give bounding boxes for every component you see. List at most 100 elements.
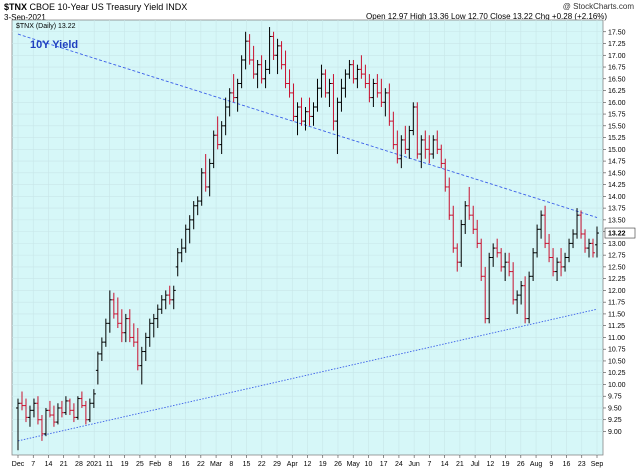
ohlc-bar bbox=[367, 74, 372, 103]
ohlc-bar bbox=[183, 224, 188, 253]
y-tick-label: 14.25 bbox=[608, 182, 626, 189]
ohlc-bar bbox=[119, 309, 124, 343]
ohlc-bar bbox=[335, 97, 340, 155]
inner-series-label: $TNX (Daily) 13.22 bbox=[16, 23, 76, 30]
ohlc-bar bbox=[483, 266, 488, 324]
grid-lines bbox=[12, 20, 603, 455]
ohlc-bar bbox=[439, 144, 444, 169]
ohlc-bar bbox=[395, 130, 400, 164]
x-tick-label: Mar bbox=[210, 461, 223, 468]
ohlc-bar bbox=[591, 238, 596, 258]
ohlc-bar bbox=[583, 229, 588, 253]
ohlc-bar bbox=[543, 205, 548, 249]
ohlc-bar bbox=[327, 78, 332, 107]
ohlc-bar bbox=[171, 285, 176, 310]
ohlc-bar bbox=[587, 238, 592, 258]
ohlc-bar bbox=[143, 332, 148, 361]
ohlc-bar bbox=[83, 400, 88, 425]
ohlc-bar bbox=[51, 405, 56, 427]
x-tick-label: 7 bbox=[427, 461, 431, 468]
ohlc-bar bbox=[415, 102, 420, 159]
ohlc-bar bbox=[539, 210, 544, 239]
trendline-dashed bbox=[17, 33, 598, 218]
ohlc-bar bbox=[359, 55, 364, 79]
ohlc-bar bbox=[147, 318, 152, 347]
ohlc-bar bbox=[175, 248, 180, 277]
x-tick-label: Aug bbox=[530, 461, 543, 468]
ohlc-bar bbox=[563, 252, 568, 272]
ohlc-bar bbox=[111, 292, 116, 319]
ohlc-bar bbox=[499, 248, 504, 272]
ohlc-bar bbox=[419, 135, 424, 169]
ohlc-bar bbox=[247, 34, 252, 65]
ohlc-bar bbox=[567, 238, 572, 263]
ohlc-bar bbox=[403, 125, 408, 155]
ohlc-bar bbox=[99, 337, 104, 361]
last-value-label: 13.22 bbox=[608, 231, 626, 238]
ohlc-bar bbox=[447, 177, 452, 220]
ohlc-bar bbox=[475, 219, 480, 249]
y-tick-label: 11.75 bbox=[608, 300, 625, 307]
ohlc-bar bbox=[203, 154, 208, 192]
x-tick-label: 8 bbox=[168, 461, 172, 468]
y-tick-label: 15.25 bbox=[608, 135, 626, 142]
x-tick-label: 2021 bbox=[86, 461, 102, 468]
x-tick-label: 9 bbox=[549, 461, 553, 468]
ohlc-bar bbox=[239, 55, 244, 89]
ohlc-bar bbox=[443, 158, 448, 192]
ohlc-bar bbox=[19, 391, 24, 411]
ohlc-bar bbox=[195, 196, 200, 216]
x-tick-label: 11 bbox=[106, 461, 113, 468]
x-tick-label: 15 bbox=[243, 461, 251, 468]
y-tick-label: 10.50 bbox=[608, 358, 626, 365]
ohlc-bar bbox=[47, 400, 52, 418]
y-tick-label: 9.25 bbox=[608, 417, 622, 424]
ohlc-bar bbox=[279, 41, 284, 70]
ohlc-bar bbox=[187, 215, 192, 244]
ohlc-bar bbox=[579, 210, 584, 239]
ohlc-bar bbox=[23, 398, 28, 423]
ohlc-bar bbox=[16, 398, 20, 451]
x-tick-label: 21 bbox=[456, 461, 464, 468]
ohlc-bar bbox=[235, 78, 240, 112]
ohlc-bar bbox=[339, 78, 344, 112]
ohlc-bar bbox=[351, 59, 356, 84]
ohlc-bar bbox=[451, 205, 456, 253]
x-tick-label: 19 bbox=[121, 461, 129, 468]
ohlc-bar bbox=[399, 135, 404, 169]
ohlc-bar bbox=[103, 318, 108, 347]
ohlc-bar bbox=[495, 238, 500, 258]
x-tick-label: 10 bbox=[365, 461, 373, 468]
x-tick-label: 26 bbox=[517, 461, 525, 468]
y-tick-label: 9.50 bbox=[608, 405, 622, 412]
y-tick-label: 10.25 bbox=[608, 370, 626, 377]
x-tick-label: 14 bbox=[45, 461, 53, 468]
ohlc-bar bbox=[467, 186, 472, 220]
ohlc-bar bbox=[343, 69, 348, 98]
x-axis: Dec 7 14 21 28 2021 11 19 25 Feb 8 16 22 Mar 8 15 22 29 Ap… bbox=[12, 455, 603, 468]
x-tick-label: 7 bbox=[31, 461, 35, 468]
ohlc-bar bbox=[167, 285, 172, 305]
ohlc-bar bbox=[267, 27, 272, 75]
ohlc-bar bbox=[315, 78, 320, 112]
ohlc-bar bbox=[91, 389, 96, 408]
ohlc-bar bbox=[479, 238, 484, 281]
ohlc-bar bbox=[191, 201, 196, 230]
x-tick-label: 21 bbox=[60, 461, 68, 468]
y-tick-label: 13.50 bbox=[608, 217, 626, 224]
y-tick-label: 10.00 bbox=[608, 382, 626, 389]
x-tick-label: 8 bbox=[229, 461, 233, 468]
ohlc-bar bbox=[411, 102, 416, 136]
ohlc-bar bbox=[35, 396, 40, 425]
ohlc-bar bbox=[283, 50, 288, 89]
ohlc-bar bbox=[299, 97, 304, 126]
x-tick-label: 16 bbox=[563, 461, 571, 468]
y-axis: 9.00 9.25 9.50 9.75 10.00 10.25 10.50 10.75 11.0… bbox=[603, 29, 636, 436]
ohlc-bar bbox=[427, 135, 432, 164]
x-tick-label: 28 bbox=[75, 461, 83, 468]
ohlc-bar bbox=[59, 400, 64, 418]
ohlc-bar bbox=[79, 391, 84, 408]
ohlc-bar bbox=[55, 403, 60, 425]
x-tick-label: Dec bbox=[12, 461, 25, 468]
ohlc-bar bbox=[303, 107, 308, 131]
